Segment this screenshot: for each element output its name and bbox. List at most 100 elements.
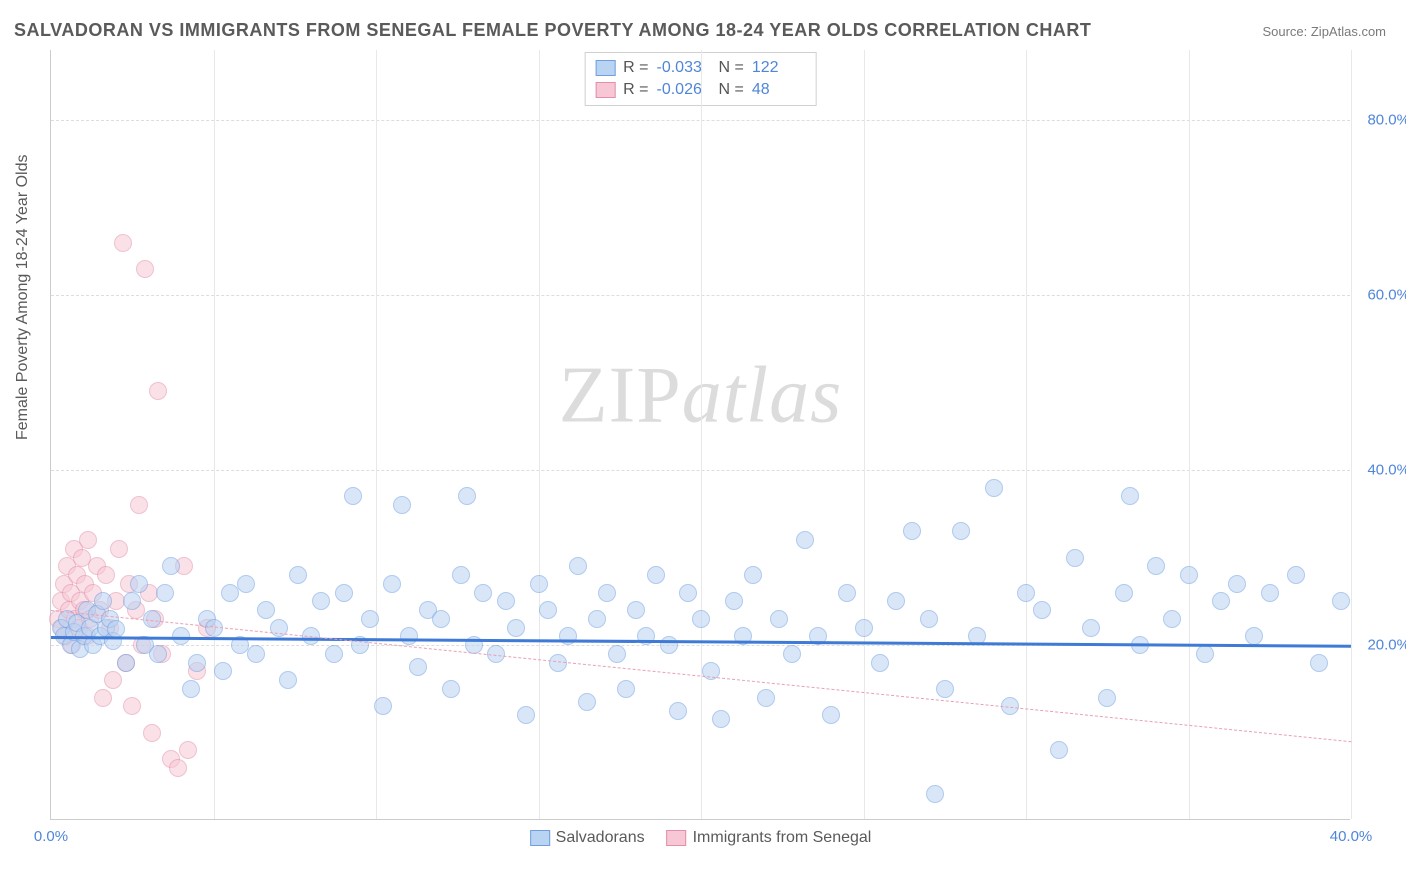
- data-point: [725, 592, 743, 610]
- legend-label-a: Salvadorans: [556, 829, 645, 847]
- data-point: [247, 645, 265, 663]
- data-point: [1121, 487, 1139, 505]
- data-point: [214, 662, 232, 680]
- data-point: [822, 706, 840, 724]
- data-point: [692, 610, 710, 628]
- data-point: [920, 610, 938, 628]
- n-label: N =: [719, 81, 744, 99]
- data-point: [1066, 549, 1084, 567]
- data-point: [1098, 689, 1116, 707]
- data-point: [679, 584, 697, 602]
- data-point: [539, 601, 557, 619]
- data-point: [458, 487, 476, 505]
- data-point: [796, 531, 814, 549]
- data-point: [257, 601, 275, 619]
- data-point: [1115, 584, 1133, 602]
- data-point: [617, 680, 635, 698]
- data-point: [1180, 566, 1198, 584]
- data-point: [188, 654, 206, 672]
- y-tick-label: 20.0%: [1355, 637, 1406, 654]
- grid-line-v: [1351, 50, 1352, 819]
- data-point: [1332, 592, 1350, 610]
- grid-line-v: [539, 50, 540, 819]
- data-point: [289, 566, 307, 584]
- data-point: [1310, 654, 1328, 672]
- data-point: [1082, 619, 1100, 637]
- data-point: [149, 382, 167, 400]
- data-point: [926, 785, 944, 803]
- data-point: [474, 584, 492, 602]
- data-point: [374, 697, 392, 715]
- data-point: [608, 645, 626, 663]
- data-point: [130, 575, 148, 593]
- data-point: [1261, 584, 1279, 602]
- data-point: [559, 627, 577, 645]
- data-point: [985, 479, 1003, 497]
- data-point: [627, 601, 645, 619]
- swatch-senegal: [595, 82, 615, 98]
- data-point: [393, 496, 411, 514]
- data-point: [117, 654, 135, 672]
- y-tick-label: 40.0%: [1355, 462, 1406, 479]
- grid-line-v: [864, 50, 865, 819]
- data-point: [517, 706, 535, 724]
- data-point: [952, 522, 970, 540]
- data-point: [432, 610, 450, 628]
- data-point: [838, 584, 856, 602]
- y-tick-label: 80.0%: [1355, 112, 1406, 129]
- data-point: [130, 496, 148, 514]
- swatch-senegal: [667, 830, 687, 846]
- n-value-b: 48: [752, 81, 806, 99]
- data-point: [497, 592, 515, 610]
- data-point: [123, 592, 141, 610]
- data-point: [182, 680, 200, 698]
- legend-item-b: Immigrants from Senegal: [667, 829, 872, 847]
- data-point: [669, 702, 687, 720]
- data-point: [712, 710, 730, 728]
- bottom-legend: Salvadorans Immigrants from Senegal: [530, 829, 872, 847]
- watermark-zip: ZIP: [559, 352, 682, 440]
- data-point: [156, 584, 174, 602]
- data-point: [104, 671, 122, 689]
- data-point: [1163, 610, 1181, 628]
- legend-label-b: Immigrants from Senegal: [693, 829, 872, 847]
- n-value-a: 122: [752, 59, 806, 77]
- data-point: [361, 610, 379, 628]
- grid-line-v: [1189, 50, 1190, 819]
- data-point: [179, 741, 197, 759]
- data-point: [79, 531, 97, 549]
- data-point: [1050, 741, 1068, 759]
- data-point: [94, 689, 112, 707]
- y-axis-label: Female Poverty Among 18-24 Year Olds: [14, 155, 32, 441]
- data-point: [1287, 566, 1305, 584]
- data-point: [442, 680, 460, 698]
- data-point: [903, 522, 921, 540]
- data-point: [452, 566, 470, 584]
- data-point: [1228, 575, 1246, 593]
- data-point: [409, 658, 427, 676]
- x-tick-label: 0.0%: [34, 828, 68, 845]
- plot-area: ZIPatlas R = -0.033 N = 122 R = -0.026 N…: [50, 50, 1350, 820]
- data-point: [1245, 627, 1263, 645]
- data-point: [770, 610, 788, 628]
- n-label: N =: [719, 59, 744, 77]
- source-label: Source: ZipAtlas.com: [1262, 24, 1386, 39]
- data-point: [237, 575, 255, 593]
- data-point: [400, 627, 418, 645]
- data-point: [162, 557, 180, 575]
- r-value-b: -0.026: [657, 81, 711, 99]
- data-point: [143, 724, 161, 742]
- r-label: R =: [623, 81, 648, 99]
- data-point: [110, 540, 128, 558]
- data-point: [279, 671, 297, 689]
- chart-title: SALVADORAN VS IMMIGRANTS FROM SENEGAL FE…: [14, 20, 1091, 41]
- r-label: R =: [623, 59, 648, 77]
- data-point: [887, 592, 905, 610]
- data-point: [335, 584, 353, 602]
- data-point: [169, 759, 187, 777]
- data-point: [783, 645, 801, 663]
- data-point: [1147, 557, 1165, 575]
- data-point: [123, 697, 141, 715]
- data-point: [114, 234, 132, 252]
- data-point: [1196, 645, 1214, 663]
